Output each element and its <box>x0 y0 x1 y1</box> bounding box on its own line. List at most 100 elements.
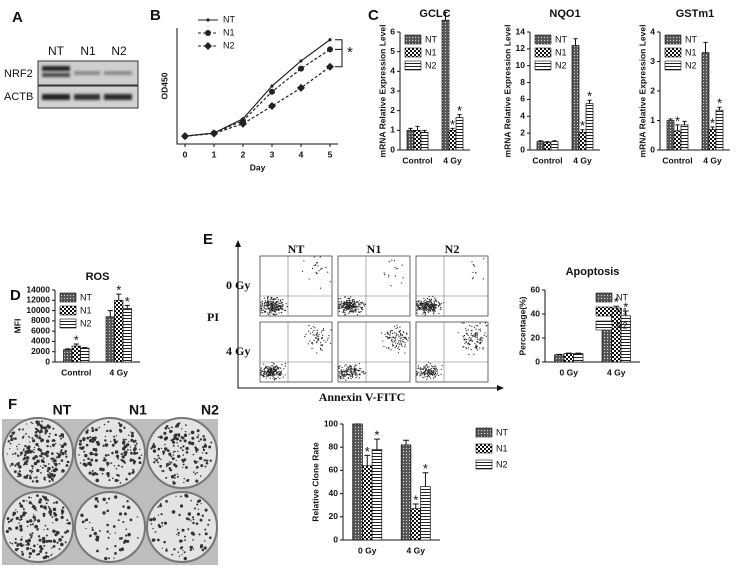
colony <box>42 495 45 498</box>
colony <box>181 449 184 452</box>
flow-event <box>398 346 400 348</box>
flow-event <box>380 332 383 334</box>
colony <box>118 422 121 425</box>
colony <box>39 434 41 437</box>
colony <box>194 473 197 475</box>
flow-event <box>281 373 283 375</box>
colony <box>61 452 65 456</box>
flow-event <box>474 265 476 267</box>
colony <box>177 531 180 535</box>
flow-event <box>430 307 432 310</box>
colony <box>21 436 25 439</box>
flow-event <box>310 332 312 334</box>
flow-event <box>427 375 429 377</box>
flow-column-label: N1 <box>367 242 382 256</box>
colony <box>33 518 37 522</box>
flow-event <box>264 300 266 302</box>
colony <box>11 518 14 521</box>
flow-event <box>276 365 278 367</box>
flow-event <box>475 328 477 330</box>
colony <box>19 542 23 547</box>
flow-event <box>419 304 422 306</box>
flow-event <box>425 301 427 303</box>
y-tick-label: 0 <box>535 356 540 366</box>
colony <box>126 448 129 451</box>
flow-event <box>420 371 422 373</box>
colony <box>117 457 119 460</box>
flow-event <box>425 302 428 304</box>
flow-event <box>263 363 265 365</box>
y-axis-label: OD450 <box>159 72 169 99</box>
colony <box>47 463 50 465</box>
error-bar <box>374 438 380 450</box>
flow-event <box>322 334 324 336</box>
x-tick-label: 4 <box>299 149 304 159</box>
flow-event <box>353 311 355 313</box>
bar <box>105 316 115 363</box>
colony <box>177 450 179 453</box>
colony <box>32 457 34 459</box>
significance: * <box>710 115 715 130</box>
flow-event <box>386 347 388 349</box>
colony <box>163 447 168 451</box>
flow-event <box>433 297 435 299</box>
colony <box>122 441 126 445</box>
flow-event <box>432 306 434 308</box>
flow-event <box>281 364 283 366</box>
colony <box>194 446 198 450</box>
colony <box>28 496 31 499</box>
colony <box>182 466 184 468</box>
colony <box>203 438 207 442</box>
flow-event <box>428 366 430 368</box>
significance: * <box>457 103 462 118</box>
plate <box>2 491 74 563</box>
flow-event <box>419 375 421 377</box>
colony <box>188 441 192 445</box>
legend-label: N1 <box>425 47 437 57</box>
colony <box>113 465 116 467</box>
flow-event <box>272 305 274 307</box>
colony <box>121 465 124 468</box>
colony <box>9 434 13 438</box>
flow-event <box>400 337 403 339</box>
colony <box>195 451 197 453</box>
flow-event <box>464 342 466 344</box>
flow-event <box>338 365 340 368</box>
flow-event <box>339 307 341 309</box>
flow-event <box>284 309 286 311</box>
colony <box>158 457 161 459</box>
flow-event <box>440 368 442 370</box>
colony <box>44 497 48 501</box>
flow-event <box>313 329 315 332</box>
flow-event <box>429 372 431 374</box>
plate <box>74 491 146 563</box>
flow-event <box>319 347 322 350</box>
colony <box>80 447 84 451</box>
colony <box>62 506 65 509</box>
colony <box>94 458 98 462</box>
colony <box>179 439 182 442</box>
colony <box>61 512 64 515</box>
legend-swatch <box>534 34 552 45</box>
colony <box>26 525 29 528</box>
colony <box>112 525 116 528</box>
flow-event <box>426 364 428 366</box>
colony <box>152 444 155 446</box>
colony <box>182 549 184 552</box>
colony <box>60 509 65 514</box>
flow-event <box>435 299 437 302</box>
flow-event <box>359 303 361 305</box>
flow-event <box>435 306 437 309</box>
flow-event <box>474 347 476 349</box>
flow-event <box>316 331 319 333</box>
flow-event <box>477 341 479 343</box>
colony <box>111 477 114 480</box>
flow-event <box>425 305 427 307</box>
colony <box>98 529 101 532</box>
colony <box>80 513 84 518</box>
colony <box>196 500 200 503</box>
colony <box>106 429 109 433</box>
colony <box>29 474 32 477</box>
colony <box>45 534 48 537</box>
